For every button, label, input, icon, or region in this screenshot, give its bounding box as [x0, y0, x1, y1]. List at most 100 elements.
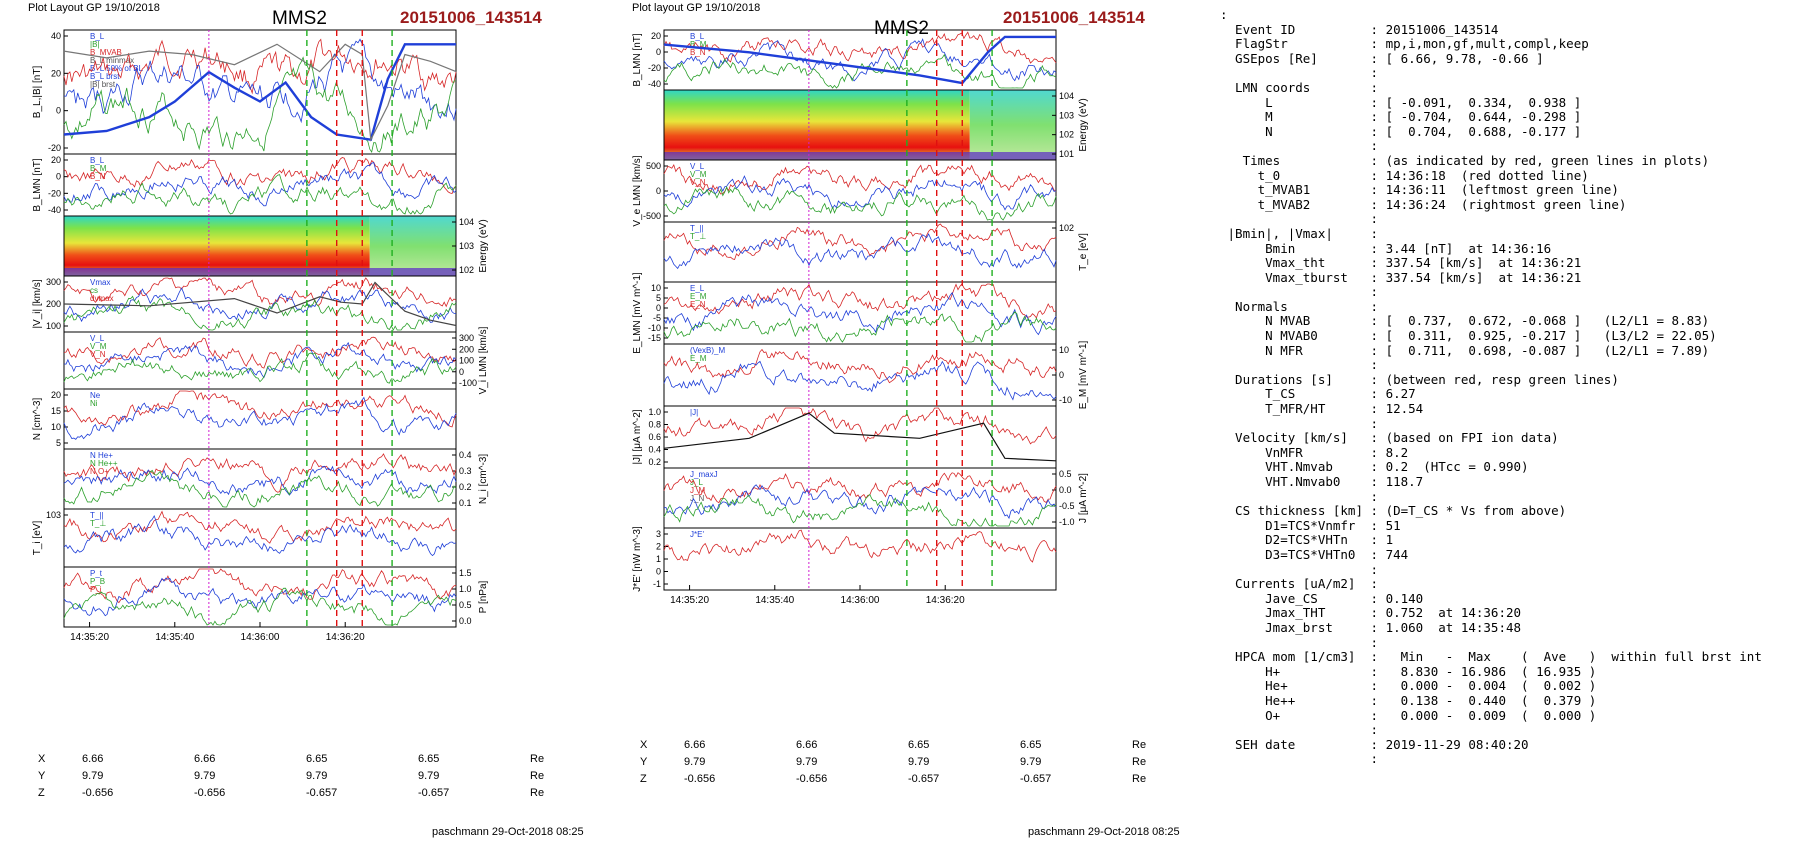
- x-tick-label: 14:35:40: [155, 632, 194, 643]
- info-line: :: [1220, 751, 1379, 767]
- y-tick-label: 15: [51, 406, 61, 416]
- ephemeris-row: Z -0.656 -0.656 -0.657 -0.657 Re: [38, 784, 594, 801]
- data-trace: [663, 283, 1057, 319]
- info-line: H+ : 8.830 - 16.986 ( 16.935 ): [1220, 663, 1597, 679]
- info-line: D3=TCS*VHTn0 : 744: [1220, 546, 1409, 562]
- info-line: :: [1220, 561, 1379, 577]
- info-line: Vmax_tht : 337.54 [km/s] at 14:36:21: [1220, 255, 1582, 271]
- info-line: Durations [s] : (between red, resp green…: [1220, 371, 1619, 387]
- y-tick-label: -1: [653, 579, 661, 589]
- ephemeris-cell: 6.66: [684, 738, 706, 751]
- figure2-title: MMS2: [874, 18, 929, 39]
- ephemeris-cell: 9.79: [418, 769, 440, 782]
- legend-entry: E_N: [690, 300, 706, 309]
- data-trace: [663, 484, 1057, 520]
- legend-entry: dvmax: [90, 294, 114, 303]
- legend-entry: P_B: [90, 577, 105, 586]
- ephemeris-cell: Re: [1132, 772, 1147, 785]
- ephemeris-cell: 9.79: [684, 755, 706, 768]
- legend-entry: B_L: [90, 156, 105, 165]
- series--b-: [63, 43, 457, 142]
- ephemeris-cell: -0.657: [908, 772, 940, 785]
- y-tick-label: 10: [51, 422, 61, 432]
- legend-entry: T_⊥: [90, 519, 106, 528]
- legend-entry: V_N: [690, 178, 706, 187]
- y-tick-label: 102: [1059, 223, 1074, 233]
- y-tick-label: 300: [46, 277, 61, 287]
- data-trace: [63, 38, 457, 95]
- figure2-header: Plot layout GP 19/10/2018: [632, 2, 761, 14]
- panel-frame: [63, 153, 457, 217]
- info-line: :: [1220, 722, 1379, 738]
- figure1-ephemeris: X 6.66 6.66 6.65 6.65 Re Y 9.79 9.79 9.79 9.79 Re Z -…: [38, 750, 594, 801]
- legend-entry: T_||: [690, 224, 704, 233]
- data-trace: [63, 469, 457, 508]
- y-tick-label: 0: [56, 172, 61, 182]
- info-line: :: [1220, 138, 1379, 154]
- ephemeris-cell: -0.657: [418, 786, 450, 799]
- data-trace: [63, 587, 457, 626]
- ephemeris-cell: -0.656: [82, 786, 114, 799]
- info-line: VnMFR : 8.2: [1220, 444, 1409, 460]
- y-tick-label: -20: [48, 143, 61, 153]
- figure1-footer: paschmann 29-Oct-2018 08:25: [432, 826, 584, 838]
- y-axis-label-right: J [μA m^-2]: [1078, 473, 1089, 523]
- info-line: :: [1220, 634, 1379, 650]
- y-axis-label: B_LMN [nT]: [32, 158, 43, 212]
- y-tick-label: 0.0: [459, 616, 472, 626]
- info-line: Vmax_tburst : 337.54 [km/s] at 14:36:21: [1220, 269, 1582, 285]
- y-tick-label: -40: [648, 79, 661, 89]
- legend-entry: N He++: [90, 459, 118, 468]
- ephemeris-cell: -0.657: [306, 786, 338, 799]
- info-line: t_MVAB1 : 14:36:11 (leftmost green line): [1220, 182, 1619, 198]
- y-tick-label: 1.0: [648, 407, 661, 417]
- y-axis-label-right: N_i [cm^-3]: [478, 454, 489, 504]
- y-tick-label: 0: [656, 186, 661, 196]
- ephemeris-cell: Re: [530, 752, 545, 765]
- info-line: t_0 : 14:36:18 (red dotted line): [1220, 167, 1589, 183]
- y-tick-label: 102: [459, 265, 474, 275]
- y-axis-label: |V_i| [km/s]: [32, 279, 43, 328]
- spectrogram: [969, 90, 1056, 160]
- y-tick-label: 3: [656, 529, 661, 539]
- data-trace: [63, 341, 457, 379]
- data-trace: [63, 56, 456, 154]
- info-line: N MFR : [ 0.711, 0.698, -0.087 ] (L2/L1 …: [1220, 342, 1710, 358]
- legend-entry: B_L: [90, 32, 105, 41]
- ephemeris-cell: 9.79: [908, 755, 930, 768]
- event-info-text: : Event ID : 20151006_143514 FlagStr : m…: [1220, 7, 1762, 767]
- y-tick-label: 20: [51, 390, 61, 400]
- ephemeris-cell: 9.79: [796, 755, 818, 768]
- ephemeris-row: Y 9.79 9.79 9.79 9.79 Re: [640, 753, 1196, 770]
- y-tick-label: 20: [51, 155, 61, 165]
- y-tick-label: 5: [56, 438, 61, 448]
- legend-entry: V_N: [90, 350, 106, 359]
- info-line: Velocity [km/s] : (based on FPI ion data…: [1220, 430, 1559, 446]
- info-line: VHT.Nmvab0 : 118.7: [1220, 474, 1424, 489]
- panel-frame: [63, 566, 457, 628]
- y-tick-label: 20: [51, 68, 61, 78]
- ephemeris-row: X 6.66 6.66 6.65 6.65 Re: [640, 736, 1196, 753]
- y-tick-label: 0.4: [648, 445, 661, 455]
- legend-entry: T_||: [90, 511, 104, 520]
- ephemeris-cell: -0.656: [194, 786, 226, 799]
- y-tick-label: -10: [1059, 395, 1072, 405]
- y-tick-label: 40: [51, 31, 61, 41]
- data-trace: [663, 407, 1057, 445]
- spectrogram-noise: [664, 152, 1056, 160]
- data-trace: [663, 292, 1057, 336]
- y-tick-label: 0.4: [459, 450, 472, 460]
- series--v-i-: [63, 281, 457, 327]
- data-trace: [663, 185, 1057, 221]
- info-line: Times : (as indicated by red, green line…: [1220, 152, 1710, 168]
- info-line: T_CS : 6.27: [1220, 386, 1416, 402]
- ephemeris-cell: 6.65: [908, 738, 930, 751]
- info-line: :: [1220, 415, 1379, 431]
- y-axis-label-right: P [nPa]: [478, 580, 489, 613]
- ephemeris-cell: 6.66: [194, 752, 216, 765]
- y-tick-label: 100: [459, 356, 474, 366]
- data-trace: [663, 233, 1057, 270]
- legend-entry: Vmax: [90, 278, 110, 287]
- legend-entry: E_M: [690, 354, 707, 363]
